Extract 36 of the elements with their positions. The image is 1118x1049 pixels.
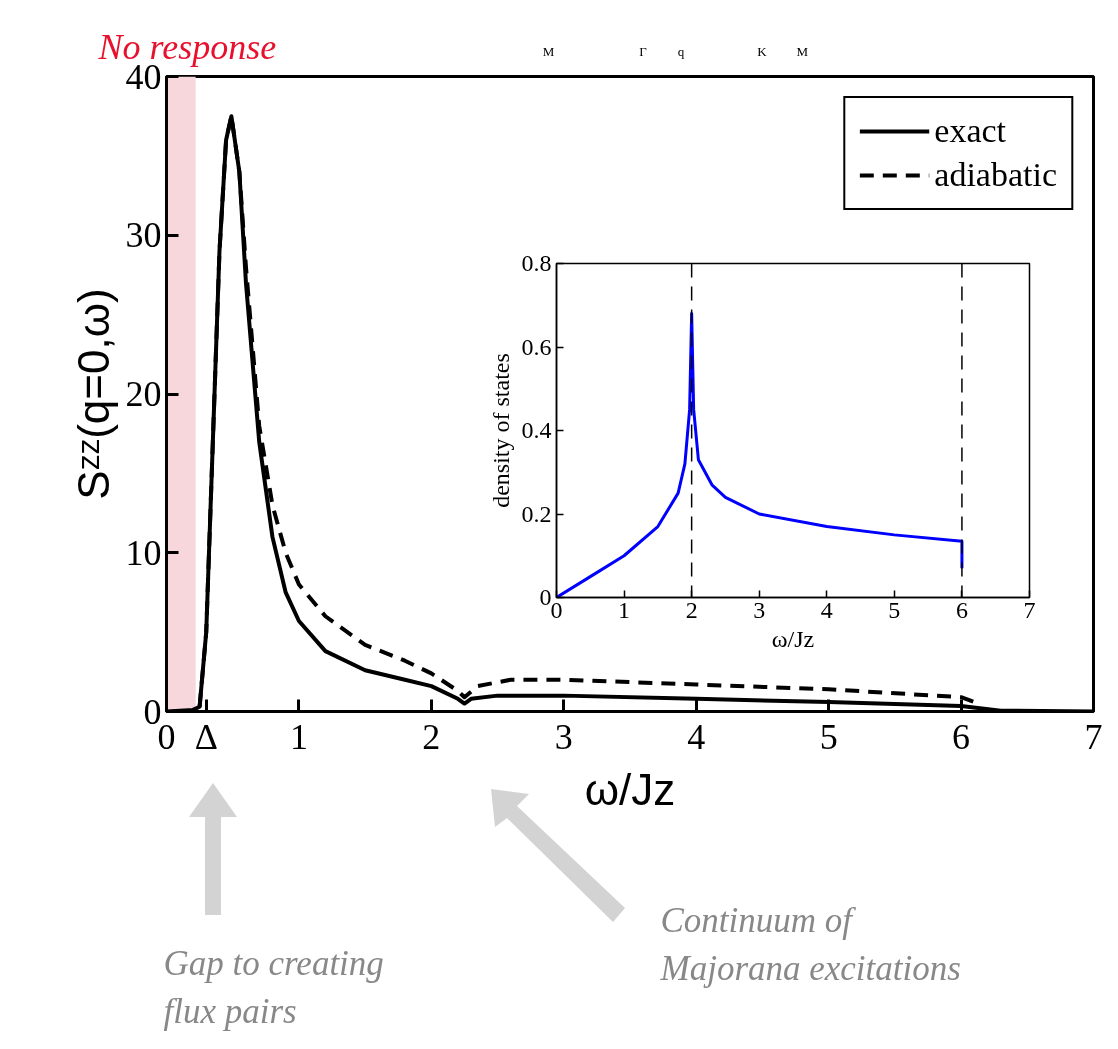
x-tick-label: 3 xyxy=(753,596,766,623)
y-axis-title: Sᶻᶻ(q=0,ω) xyxy=(68,288,118,500)
x-tick-label: 5 xyxy=(888,596,901,623)
x-tick-label: 6 xyxy=(952,716,971,757)
x-axis-title: ω/Jz xyxy=(584,764,676,814)
y-tick-label: 0.2 xyxy=(521,500,552,527)
x-tick-label: Δ xyxy=(194,716,218,757)
x-tick-label: 7 xyxy=(1023,596,1036,623)
x-tick-label: 5 xyxy=(819,716,838,757)
legend-label: exact xyxy=(934,112,1007,150)
y-tick-label: 20 xyxy=(125,374,162,414)
x-tick-label: 1 xyxy=(618,596,631,623)
text: q xyxy=(677,44,685,59)
text: Gap to creating flux pairs xyxy=(163,943,384,1032)
y-tick-label: 10 xyxy=(125,532,162,573)
legend-label: adiabatic xyxy=(934,156,1057,194)
x-tick-label: 3 xyxy=(554,716,573,757)
y-tick-label: 30 xyxy=(125,215,162,256)
text: M xyxy=(796,44,809,59)
y-tick-label: 0.4 xyxy=(521,417,552,443)
text: Continuum of Majorana excitations xyxy=(659,900,961,989)
x-tick-label: 6 xyxy=(955,596,968,623)
x-tick-label: 4 xyxy=(687,716,706,757)
y-tick-label: 0.6 xyxy=(521,333,552,360)
text: K xyxy=(757,44,768,59)
x-tick-label: 7 xyxy=(1084,716,1103,757)
x-axis-title: ω/Jz xyxy=(771,625,815,652)
x-tick-label: 1 xyxy=(289,716,308,757)
y-tick-label: 0.8 xyxy=(521,250,552,276)
x-tick-label: 2 xyxy=(685,596,698,623)
line-series xyxy=(556,312,964,598)
text: Γ xyxy=(639,44,648,59)
x-tick-label: 4 xyxy=(820,596,833,623)
y-axis-title: density of states xyxy=(487,353,514,508)
text: M xyxy=(542,44,555,59)
x-tick-label: 2 xyxy=(422,716,441,757)
